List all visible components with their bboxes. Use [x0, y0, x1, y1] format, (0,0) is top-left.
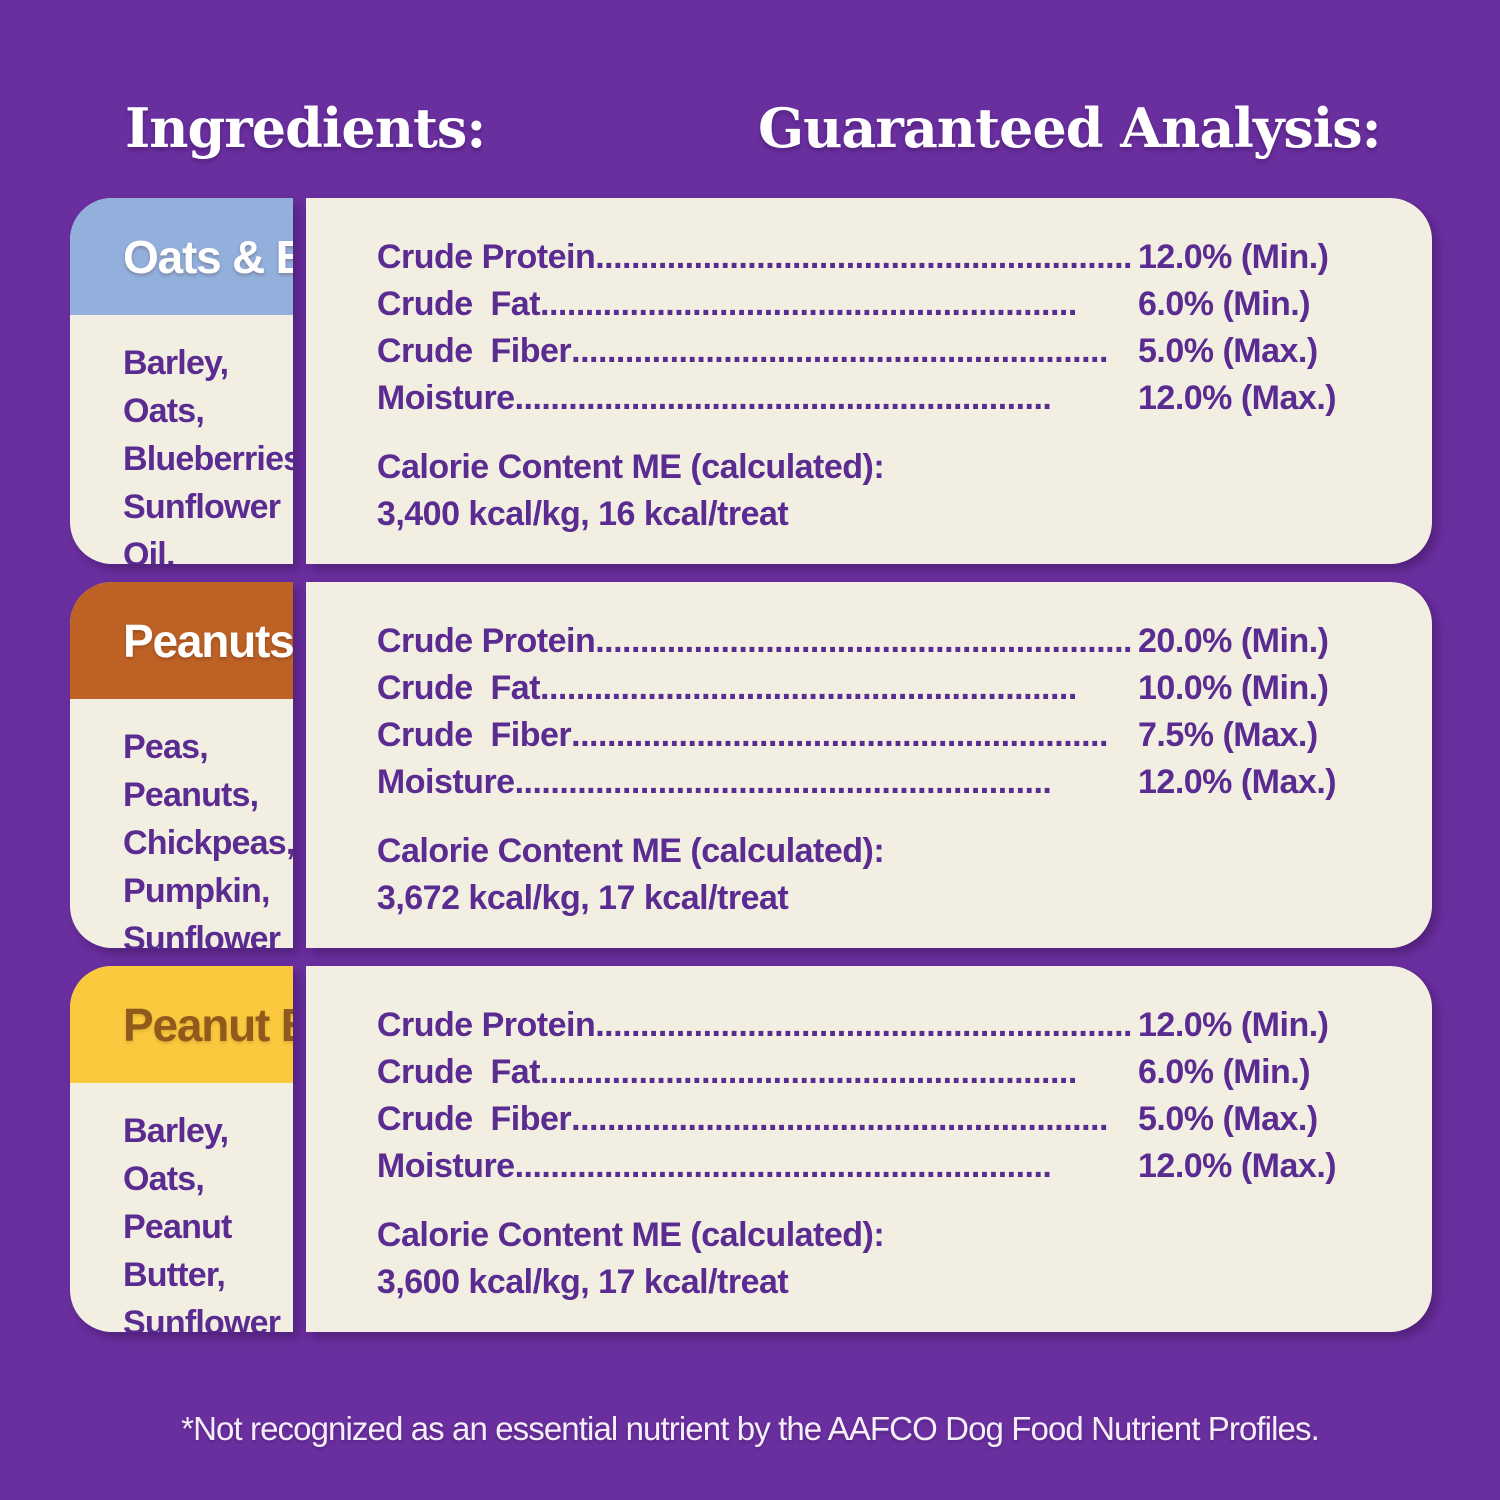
ingredients-text: Barley, Oats, Blueberries, Sunflower Oil… — [123, 344, 293, 564]
calorie-heading: Calorie Content ME (calculated): — [376, 448, 885, 486]
flavor-banner: Peanuts & Pumpkin — [70, 582, 293, 699]
dotted-leader: ........................................… — [571, 332, 1108, 370]
analysis-row: Crude Fat ..............................… — [377, 281, 1390, 328]
flavor-banner: Oats & Blueberry — [70, 198, 293, 315]
analysis-label: Crude Protein — [376, 238, 596, 276]
flavor-banner: Peanut Butter & Banana — [70, 966, 293, 1083]
analysis-label: Crude Protein — [376, 1006, 596, 1044]
analysis-row: Crude Protein ..........................… — [377, 1002, 1390, 1049]
aafco-footnote: *Not recognized as an essential nutrient… — [181, 1410, 1320, 1447]
flavor-rows: Oats & Blueberry Barley, Oats, Blueberri… — [70, 198, 1432, 1332]
analysis-value: 5.0% (Max.) — [1138, 1100, 1318, 1138]
analysis-value: 10.0% (Min.) — [1138, 669, 1329, 707]
dotted-leader: ........................................… — [595, 238, 1132, 276]
analysis-label: Crude Fiber — [376, 332, 572, 370]
analysis-row: Crude Protein ..........................… — [377, 234, 1390, 281]
calorie-heading: Calorie Content ME (calculated): — [376, 1216, 885, 1254]
analysis-row: Crude Fiber ............................… — [377, 712, 1390, 759]
analysis-row: Crude Fiber ............................… — [377, 328, 1390, 375]
analysis-value: 12.0% (Min.) — [1138, 1006, 1329, 1044]
flavor-name: Oats & Blueberry — [123, 230, 293, 283]
analysis-label: Crude Fat — [376, 285, 541, 323]
calorie-value: 3,672 kcal/kg, 17 kcal/treat — [376, 879, 789, 917]
analysis-label: Crude Fiber — [376, 716, 572, 754]
analysis-value: 12.0% (Max.) — [1138, 379, 1337, 417]
analysis-label: Moisture — [376, 379, 515, 417]
analysis-value: 12.0% (Max.) — [1138, 1147, 1337, 1185]
dotted-leader: ........................................… — [514, 1147, 1052, 1185]
analysis-label: Crude Protein — [376, 622, 596, 660]
dotted-leader: ........................................… — [540, 285, 1077, 323]
dotted-leader: ........................................… — [514, 379, 1052, 417]
calorie-block: Calorie Content ME (calculated): 3,600 k… — [377, 1212, 1390, 1306]
analysis-label: Crude Fat — [376, 1053, 541, 1091]
analysis-row: Crude Fat ..............................… — [377, 1049, 1390, 1096]
analysis-card: Crude Protein ..........................… — [305, 582, 1432, 948]
analysis-value: 12.0% (Min.) — [1138, 238, 1329, 276]
analysis-value: 6.0% (Min.) — [1138, 285, 1311, 323]
dotted-leader: ........................................… — [540, 669, 1077, 707]
analysis-row: Crude Protein ..........................… — [377, 618, 1390, 665]
analysis-row: Moisture ...............................… — [377, 759, 1390, 806]
dotted-leader: ........................................… — [595, 622, 1132, 660]
dotted-leader: ........................................… — [571, 1100, 1108, 1138]
calorie-block: Calorie Content ME (calculated): 3,400 k… — [377, 444, 1390, 538]
analysis-value: 20.0% (Min.) — [1138, 622, 1329, 660]
flavor-row-peanut-butter-banana: Peanut Butter & Banana Barley, Oats, Pea… — [70, 966, 1432, 1332]
flavor-name: Peanut Butter & Banana — [123, 998, 293, 1051]
calorie-block: Calorie Content ME (calculated): 3,672 k… — [377, 828, 1390, 922]
flavor-name: Peanuts & Pumpkin — [123, 614, 293, 667]
flavor-row-oats-blueberry: Oats & Blueberry Barley, Oats, Blueberri… — [70, 198, 1432, 564]
guaranteed-analysis-header: Guaranteed Analysis: — [758, 96, 1382, 160]
dotted-leader: ........................................… — [595, 1006, 1132, 1044]
analysis-card: Crude Protein ..........................… — [305, 198, 1432, 564]
ingredients-card: Oats & Blueberry Barley, Oats, Blueberri… — [70, 198, 293, 564]
analysis-label: Crude Fat — [376, 669, 541, 707]
analysis-row: Crude Fiber ............................… — [377, 1096, 1390, 1143]
ingredients-card: Peanuts & Pumpkin Peas, Peanuts, Chickpe… — [70, 582, 293, 948]
analysis-row: Moisture ...............................… — [377, 375, 1390, 422]
dotted-leader: ........................................… — [540, 1053, 1077, 1091]
analysis-label: Moisture — [376, 1147, 515, 1185]
analysis-value: 12.0% (Max.) — [1138, 763, 1337, 801]
ingredients-card: Peanut Butter & Banana Barley, Oats, Pea… — [70, 966, 293, 1332]
calorie-heading: Calorie Content ME (calculated): — [376, 832, 885, 870]
dotted-leader: ........................................… — [514, 763, 1052, 801]
analysis-label: Crude Fiber — [376, 1100, 572, 1138]
ingredients-text: Peas, Peanuts, Chickpeas, Pumpkin, Sunfl… — [123, 728, 293, 948]
analysis-row: Moisture ...............................… — [377, 1143, 1390, 1190]
analysis-row: Crude Fat ..............................… — [377, 665, 1390, 712]
ingredients-text: Barley, Oats, Peanut Butter, Sunflower O… — [123, 1112, 281, 1332]
analysis-value: 6.0% (Min.) — [1138, 1053, 1311, 1091]
analysis-label: Moisture — [376, 763, 515, 801]
analysis-value: 5.0% (Max.) — [1138, 332, 1318, 370]
analysis-card: Crude Protein ..........................… — [305, 966, 1432, 1332]
ingredients-header: Ingredients: — [125, 96, 486, 160]
flavor-row-peanuts-pumpkin: Peanuts & Pumpkin Peas, Peanuts, Chickpe… — [70, 582, 1432, 948]
dotted-leader: ........................................… — [571, 716, 1108, 754]
calorie-value: 3,400 kcal/kg, 16 kcal/treat — [376, 495, 789, 533]
analysis-value: 7.5% (Max.) — [1138, 716, 1318, 754]
calorie-value: 3,600 kcal/kg, 17 kcal/treat — [376, 1263, 789, 1301]
